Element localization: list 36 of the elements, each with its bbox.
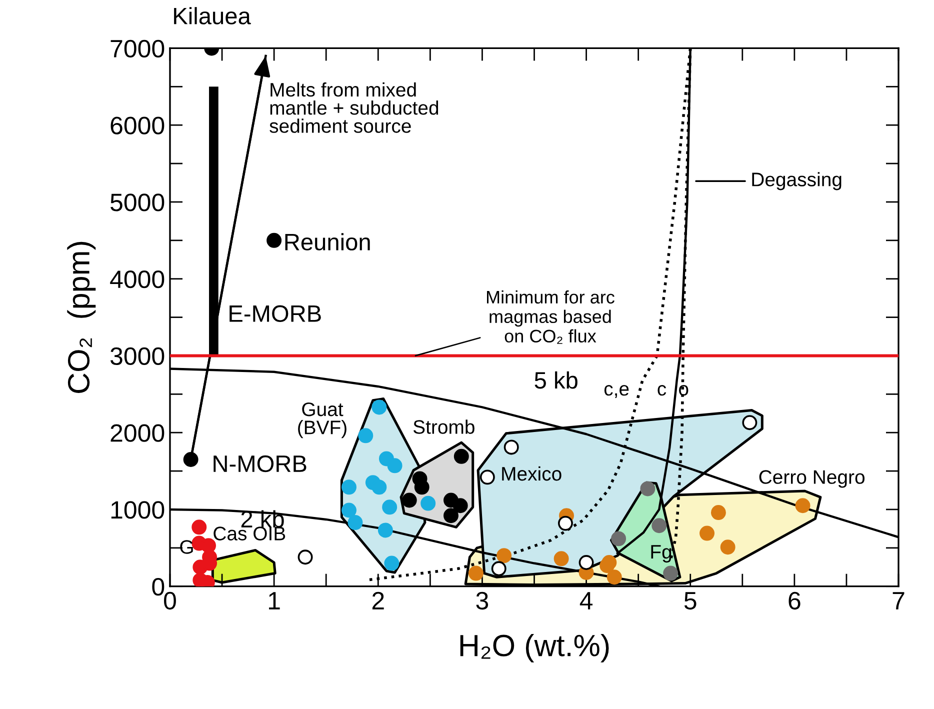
x-axis-title: H₂O (wt.%): [460, 634, 609, 662]
y-tick-label: 1000: [111, 501, 164, 519]
annotation: Degassing: [752, 172, 842, 190]
annotation: Stromb: [413, 420, 474, 434]
y-tick-label: 4000: [110, 270, 164, 288]
y-tick-label: 6000: [110, 116, 164, 134]
annotation: Reunion: [285, 233, 370, 250]
x-tick-label: 3: [476, 592, 488, 610]
x-tick-label: 7: [892, 592, 904, 610]
annotation: Mexico: [502, 466, 562, 481]
x-tick-label: 2: [372, 592, 384, 610]
x-tick-label: 4: [580, 592, 593, 610]
x-tick-label: 1: [269, 592, 280, 610]
annotation: G: [180, 540, 193, 554]
annotation: Fg: [651, 545, 672, 563]
y-tick-label: 0: [152, 578, 164, 596]
y-tick-label: 5000: [110, 194, 164, 212]
annotation: c,e: [604, 385, 629, 398]
annotation: Melts from mixed mantle + subducted sediment source: [270, 82, 438, 133]
x-tick-label: 6: [788, 592, 800, 610]
y-tick-label: 7000: [110, 40, 164, 58]
x-tick-label: 5: [684, 592, 696, 610]
annotation: c: [658, 385, 666, 396]
annotation: 5 kb: [534, 371, 578, 389]
annotation: E-MORB: [230, 305, 321, 322]
annotation: N-MORB: [214, 455, 306, 472]
ref-line-label: Minimum for arc magmas based on CO₂ flux: [487, 290, 614, 344]
annotation: o: [679, 385, 688, 396]
text: Kilauea: [174, 7, 251, 24]
annotation: Cerro Negro: [759, 470, 864, 488]
y-axis-title: CO₂ (ppm): [67, 242, 96, 393]
x-tick-label: 0: [164, 592, 176, 610]
annotation: Cas OIB: [214, 526, 286, 540]
annotation: Guat (BVF): [298, 402, 346, 438]
y-tick-label: 3000: [110, 347, 164, 366]
y-tick-label: 2000: [110, 424, 164, 442]
